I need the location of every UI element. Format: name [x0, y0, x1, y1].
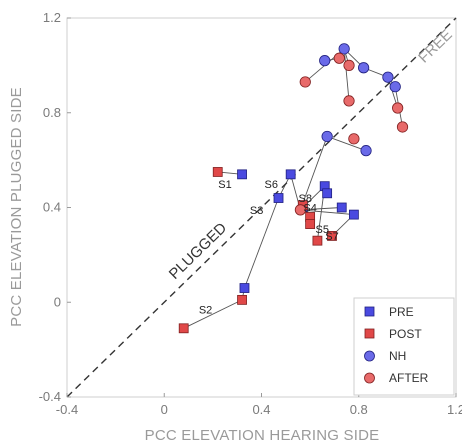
subject-label-s7: S7 [325, 231, 338, 243]
y-tick-label: -0.4 [39, 389, 61, 404]
subject-label-s8: S8 [299, 193, 312, 205]
connection-line [244, 197, 279, 289]
point-post [327, 231, 337, 241]
x-tick-label: 0.8 [350, 402, 368, 417]
subject-label-s6: S6 [264, 179, 277, 191]
legend-marker-pre [364, 306, 375, 317]
subject-label-s1: S1 [218, 179, 231, 191]
point-nh [389, 81, 401, 93]
x-tick-label: -0.4 [56, 402, 78, 417]
point-after [294, 204, 306, 216]
y-tick-label: 0.4 [43, 200, 61, 215]
point-after [348, 133, 360, 145]
legend-marker-nh [364, 350, 375, 362]
point-pre [322, 188, 333, 199]
subject-label-s4: S4 [303, 203, 316, 215]
connection-line [326, 136, 367, 152]
legend-marker-post [364, 328, 375, 339]
subject-label-s2: S2 [199, 304, 212, 316]
point-pre [273, 193, 284, 203]
data-points [178, 43, 409, 334]
legend-label-pre: PRE [389, 305, 414, 319]
point-nh [319, 55, 331, 67]
y-axis-title: PCC ELEVATION PLUGGED SIDE [8, 87, 25, 327]
identity-line [66, 17, 457, 398]
point-post [305, 219, 316, 229]
legend-marker-after [364, 372, 375, 384]
point-after [396, 121, 409, 133]
y-tick-label: 0.8 [43, 105, 61, 120]
point-after [343, 59, 355, 71]
point-nh [338, 43, 350, 55]
point-nh [382, 71, 394, 83]
connection-line [343, 48, 350, 101]
point-post [178, 323, 189, 334]
point-pre [237, 169, 247, 180]
connection-line [299, 136, 328, 211]
free-label: FREE [415, 26, 456, 66]
legend-label-after: AFTER [389, 371, 429, 385]
point-after [343, 95, 355, 107]
connection-lines [183, 48, 403, 329]
connection-line [300, 209, 354, 216]
y-tick-label: 0 [54, 294, 61, 309]
x-axis-title: PCC ELEVATION HEARING SIDE [145, 427, 380, 444]
point-nh [358, 62, 370, 74]
point-nh [360, 145, 372, 157]
connection-line [183, 299, 243, 329]
subject-label-s3: S3 [250, 205, 263, 217]
subject-label-s5: S5 [316, 224, 329, 236]
point-post [237, 294, 247, 305]
point-nh [321, 130, 333, 143]
y-tick-label: 1.2 [43, 10, 61, 25]
point-pre [348, 209, 359, 220]
plugged-label: PLUGGED [166, 219, 231, 282]
point-pre [285, 169, 296, 180]
point-after [333, 52, 345, 64]
point-after [392, 102, 404, 114]
axis-ticks: -0.4 0 0.4 0.8 1.2 -0.4 0 0.4 0.8 1.2 [39, 10, 462, 417]
legend-label-nh: NH [389, 349, 406, 363]
point-post [312, 235, 323, 246]
x-tick-label: 1.2 [447, 402, 462, 417]
point-post [212, 167, 223, 177]
point-pre [336, 202, 347, 213]
legend: PRE POST NH AFTER [353, 297, 455, 396]
legend-label-post: POST [389, 327, 422, 341]
point-pre [239, 283, 250, 293]
point-after [299, 76, 311, 88]
x-tick-label: 0.4 [252, 402, 270, 417]
x-tick-label: 0 [161, 402, 168, 417]
